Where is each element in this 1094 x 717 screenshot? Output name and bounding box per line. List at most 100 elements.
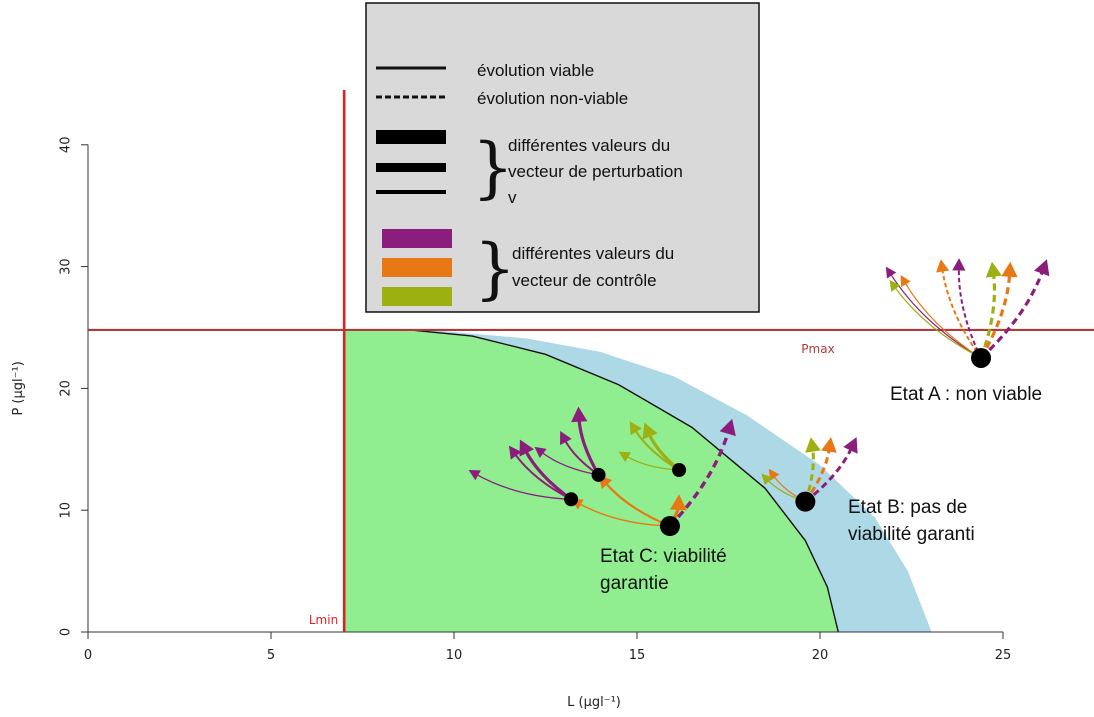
trajectory-arrow	[936, 259, 982, 359]
legend-control-swatch	[382, 287, 452, 306]
trajectory-arrowhead	[1034, 259, 1050, 277]
trajectory-arrowhead	[629, 421, 642, 436]
trajectory-line	[904, 282, 982, 359]
x-tick-label: 15	[629, 648, 646, 663]
x-tick-label: 25	[995, 648, 1012, 663]
trajectory-arrow	[804, 437, 858, 503]
state-label-line: Etat C: viabilité	[600, 546, 727, 567]
state-point	[591, 467, 606, 482]
y-tick-label: 10	[59, 502, 74, 519]
legend-thin-bar	[376, 190, 446, 194]
trajectory-arrow	[468, 470, 572, 500]
trajectory-line	[475, 473, 572, 500]
trajectory-arrow	[885, 266, 982, 359]
trajectory-arrowhead	[560, 431, 572, 446]
trajectory-arrowhead	[936, 259, 950, 273]
state-label-c: Etat C: viabilité garantie	[600, 546, 727, 594]
trajectory-arrowhead	[508, 445, 522, 460]
x-axis-label: L (µgl⁻¹)	[567, 695, 621, 710]
y-tick-label: 0	[59, 628, 74, 636]
trajectory-line	[578, 502, 670, 527]
trajectory-arrow	[519, 439, 573, 501]
state-label-b: Etat B: pas de viabilité garanti	[848, 497, 975, 545]
trajectory-arrowhead	[468, 470, 481, 481]
state-label-line: viabilité garanti	[848, 524, 975, 545]
state-label-line: Etat A : non viable	[890, 384, 1042, 405]
legend-thick-bar	[376, 130, 446, 144]
legend-control-swatch	[382, 229, 452, 248]
trajectory-arrow	[900, 275, 982, 359]
trajectory-arrowhead	[519, 439, 535, 457]
state-point	[971, 347, 992, 368]
trajectory-arrowhead	[900, 275, 911, 288]
trajectory-arrowhead	[642, 422, 658, 440]
trajectory-arrow	[979, 261, 1002, 359]
trajectory-arrowhead	[885, 266, 897, 279]
trajectory-arrowhead	[761, 473, 773, 486]
trajectory-arrowhead	[952, 258, 966, 271]
legend-brace-perturbation: }	[472, 129, 514, 206]
state-label-line: garantie	[600, 573, 669, 594]
state-labels: Etat A : non viable Etat B: pas de viabili…	[600, 384, 1042, 594]
trajectory-arrow	[889, 279, 982, 359]
legend-perturbation-text: différentes valeurs du	[508, 136, 670, 155]
trajectory-arrowhead	[821, 437, 837, 453]
axes: 0 5 10 15 20 25 0 10 20 30 40 L (µgl⁻¹) P (µgl⁻¹)	[11, 137, 1011, 710]
trajectory-arrowhead	[571, 406, 588, 423]
trajectory-arrowhead	[1001, 261, 1018, 278]
legend-viable-text: évolution viable	[477, 61, 594, 80]
x-tick-label: 0	[84, 648, 92, 663]
threshold-lines: Lmin Pmax	[88, 90, 1094, 632]
y-tick-label: 30	[59, 258, 74, 275]
viability-boundary-line	[344, 329, 839, 633]
trajectory-line	[889, 273, 982, 359]
legend-control-text: vecteur de contrôle	[512, 271, 657, 290]
state-label-line: Etat B: pas de	[848, 497, 967, 518]
x-tick-label: 10	[446, 648, 463, 663]
trajectory-arrowhead	[843, 437, 858, 454]
state-point	[659, 516, 680, 537]
y-axis-label: P (µgl⁻¹)	[11, 361, 26, 415]
trajectory-arrowhead	[889, 279, 901, 292]
trajectory-arrow	[668, 418, 736, 528]
trajectory-arrow	[979, 259, 1050, 360]
state-point	[672, 463, 687, 478]
state-point	[795, 491, 816, 512]
legend-control-swatch	[382, 258, 452, 277]
trajectory-line	[941, 268, 982, 359]
state-label-a: Etat A : non viable	[890, 384, 1042, 405]
trajectory-line	[804, 447, 854, 503]
trajectory-arrowhead	[534, 446, 547, 458]
trajectory-arrowhead	[805, 437, 821, 453]
trajectory-arrowhead	[719, 418, 736, 437]
state-point	[564, 492, 579, 507]
viability-regions	[344, 329, 932, 633]
y-tick-label: 40	[59, 137, 74, 154]
trajectory-arrow	[979, 261, 1018, 359]
x-tick-label: 5	[267, 648, 275, 663]
legend-perturbation-text: vecteur de perturbation	[508, 162, 683, 181]
trajectory-line	[979, 273, 1012, 359]
pmax-label: Pmax	[801, 342, 834, 356]
trajectory-arrowhead	[669, 494, 687, 511]
trajectory-line	[894, 286, 982, 359]
legend-nonviable-text: évolution non-viable	[477, 89, 628, 108]
x-tick-label: 20	[812, 648, 829, 663]
trajectory-arrow	[952, 258, 982, 359]
trajectory-line	[979, 270, 1045, 360]
y-tick-label: 20	[59, 380, 74, 397]
legend-brace-control: }	[474, 230, 516, 307]
trajectory-arrowhead	[618, 451, 631, 463]
green-region	[344, 329, 839, 632]
lmin-label: Lmin	[309, 613, 338, 627]
trajectory-line	[668, 430, 731, 528]
state-points	[564, 347, 992, 537]
trajectory-line	[523, 449, 573, 501]
trajectory-line	[957, 267, 982, 359]
legend-medium-bar	[376, 163, 446, 172]
legend-perturbation-text: v	[508, 188, 517, 207]
legend-control-text: différentes valeurs du	[512, 244, 674, 263]
trajectory-arrowhead	[985, 261, 1002, 278]
